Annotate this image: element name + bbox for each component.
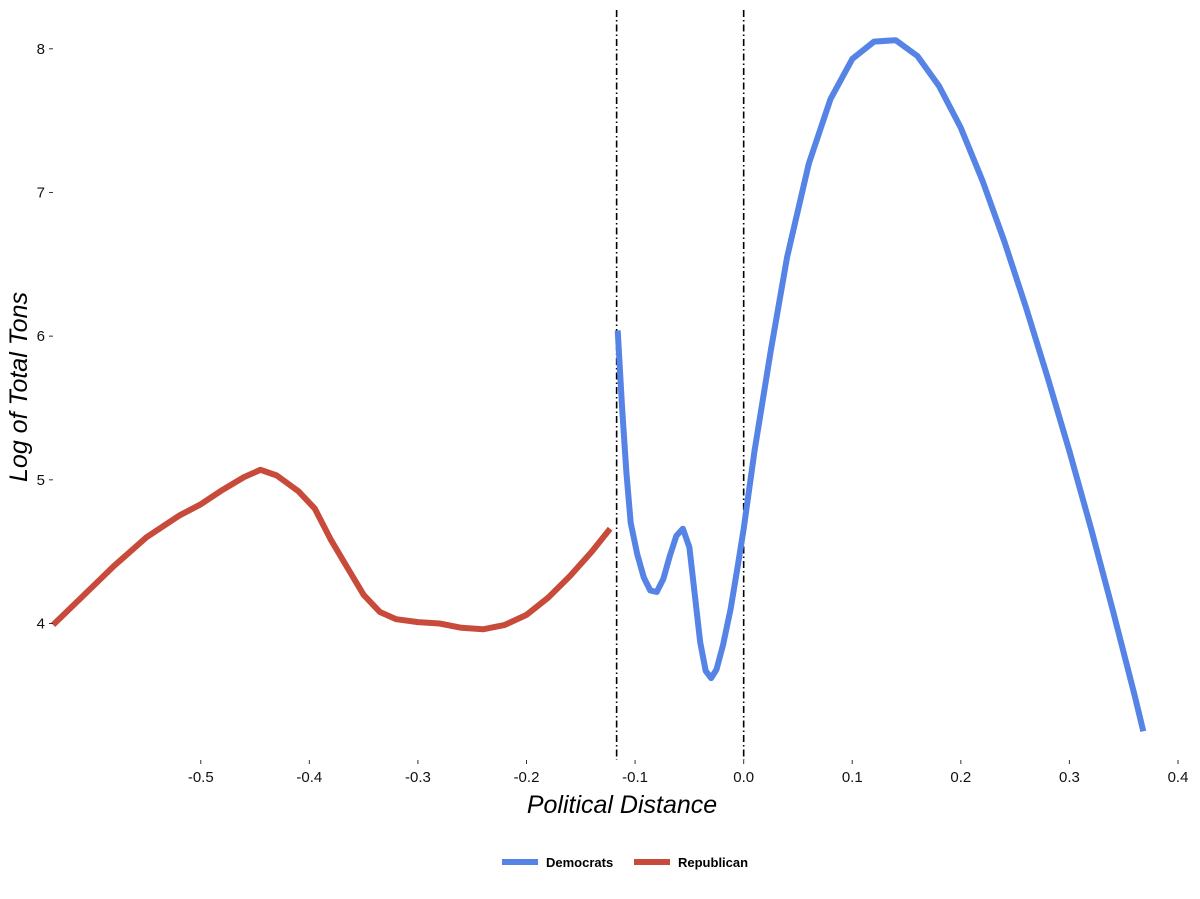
series-line-democrats	[614, 37, 1147, 733]
series-layer	[51, 37, 1147, 733]
x-tick-label: -0.1	[622, 769, 648, 786]
x-tick-label: 0.4	[1168, 769, 1189, 786]
y-tick-label: 7	[37, 184, 45, 201]
x-tick-label: -0.2	[514, 769, 540, 786]
legend-label-republican: Republican	[678, 855, 748, 870]
x-axis: -0.5 -0.4 -0.3 -0.2 -0.1 0.0 0.1 0.2 0.3 0.4	[188, 760, 1189, 786]
x-tick-label: -0.4	[296, 769, 322, 786]
x-tick-label: -0.3	[405, 769, 431, 786]
x-tick-label: 0.2	[950, 769, 971, 786]
x-axis-title: Political Distance	[527, 791, 717, 819]
y-tick-label: 8	[37, 41, 45, 58]
reference-lines	[615, 10, 745, 760]
series-line-republican	[51, 466, 613, 633]
y-axis: 4 5 6 7 8	[37, 41, 53, 633]
legend: Democrats Republican	[502, 855, 748, 870]
y-axis-title: Log of Total Tons	[5, 292, 33, 482]
y-tick-label: 4	[37, 616, 45, 633]
x-tick-label: 0.1	[842, 769, 863, 786]
legend-label-democrats: Democrats	[546, 855, 613, 870]
y-tick-label: 6	[37, 328, 45, 345]
x-tick-label: 0.3	[1059, 769, 1080, 786]
x-tick-label: 0.0	[733, 769, 754, 786]
y-tick-label: 5	[37, 472, 45, 489]
x-tick-label: -0.5	[188, 769, 214, 786]
